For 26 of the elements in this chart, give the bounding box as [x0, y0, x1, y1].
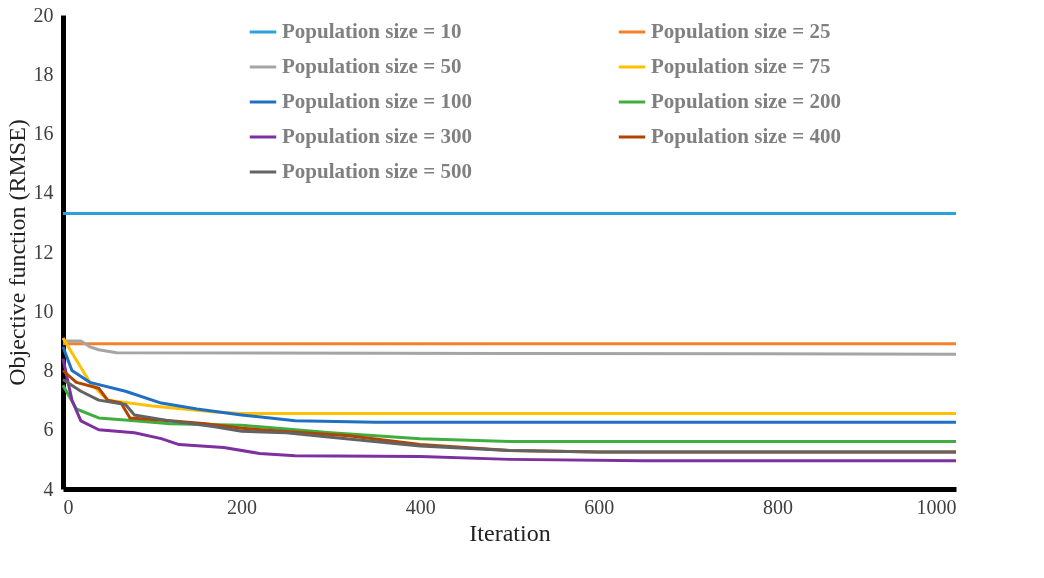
x-axis-title: Iteration: [469, 519, 551, 546]
y-axis-title: Objective function (RMSE): [3, 119, 30, 386]
legend-label: Population size = 10: [282, 19, 462, 43]
x-tick-label: 0: [63, 495, 74, 518]
x-tick-label: 800: [762, 495, 793, 518]
legend-label: Population size = 300: [282, 124, 472, 148]
y-tick-label: 8: [43, 359, 54, 381]
y-tick-label: 12: [33, 240, 54, 263]
y-tick-label: 16: [33, 122, 54, 144]
x-tick-label: 400: [405, 495, 436, 518]
y-tick-label: 14: [33, 181, 54, 204]
legend-label: Population size = 75: [651, 54, 831, 78]
legend-label: Population size = 25: [651, 19, 831, 43]
y-tick-label: 18: [33, 62, 54, 85]
x-tick-label: 200: [227, 495, 258, 518]
legend-label: Population size = 200: [651, 89, 841, 113]
legend-label: Population size = 50: [282, 54, 462, 78]
legend-label: Population size = 100: [282, 89, 472, 113]
legend-label: Population size = 500: [282, 159, 472, 183]
legend-label: Population size = 400: [651, 124, 841, 148]
y-tick-label: 6: [43, 418, 54, 441]
x-tick-label: 600: [584, 495, 615, 518]
y-tick-label: 10: [33, 299, 54, 322]
y-tick-label: 20: [33, 3, 54, 26]
y-tick-label: 4: [43, 477, 54, 500]
x-tick-label: 1000: [916, 495, 957, 518]
